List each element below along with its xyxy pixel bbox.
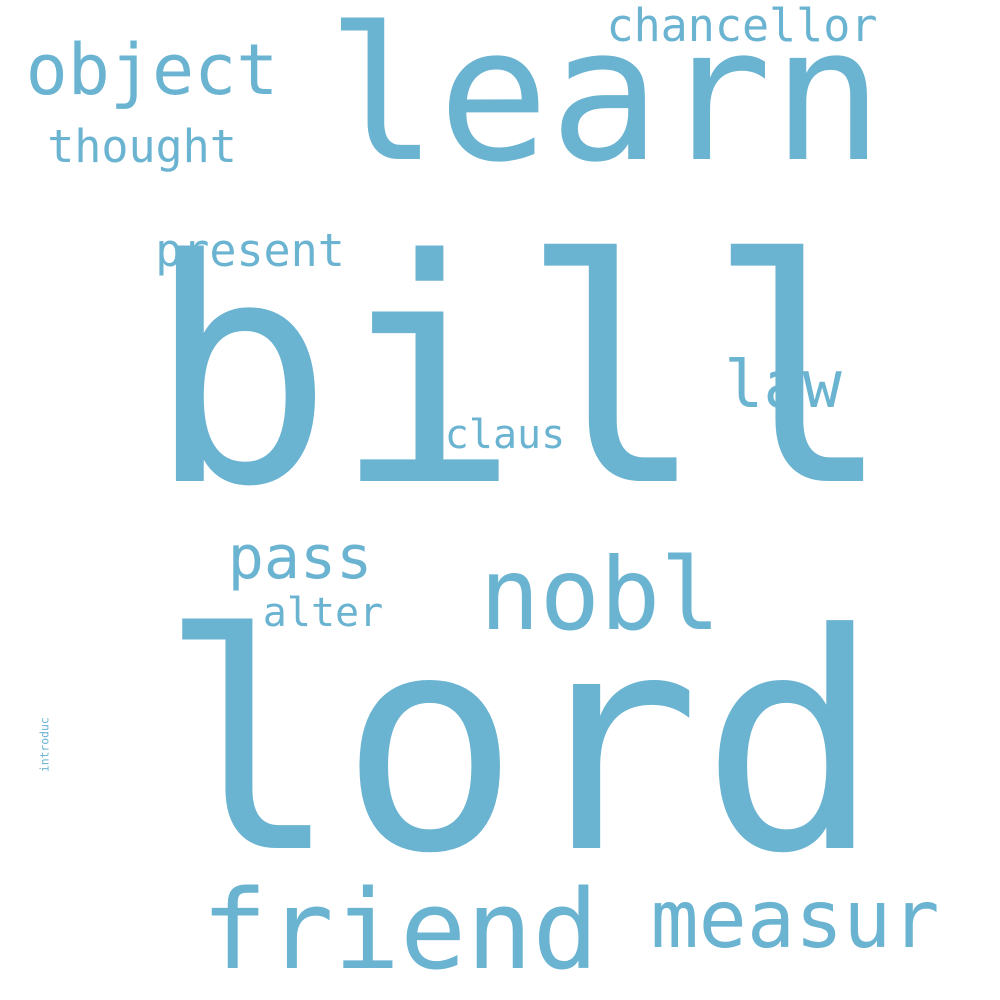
word-learn: learn [326, 0, 884, 203]
word-object: object [25, 29, 279, 111]
word-measur: measur [650, 873, 940, 966]
word-claus: claus [444, 412, 566, 458]
word-introduc: introduc [37, 717, 52, 773]
word-bill: bill [146, 194, 894, 555]
word-lord: lord [158, 570, 882, 919]
word-friend: friend [201, 866, 599, 994]
word-chancellor: chancellor [606, 0, 878, 52]
word-law: law [724, 347, 842, 423]
word-alter: alter [262, 590, 384, 636]
word-present: present [155, 223, 345, 277]
word-nobl: nobl [479, 536, 721, 653]
word-pass: pass [227, 523, 373, 593]
word-thought: thought [47, 119, 237, 173]
